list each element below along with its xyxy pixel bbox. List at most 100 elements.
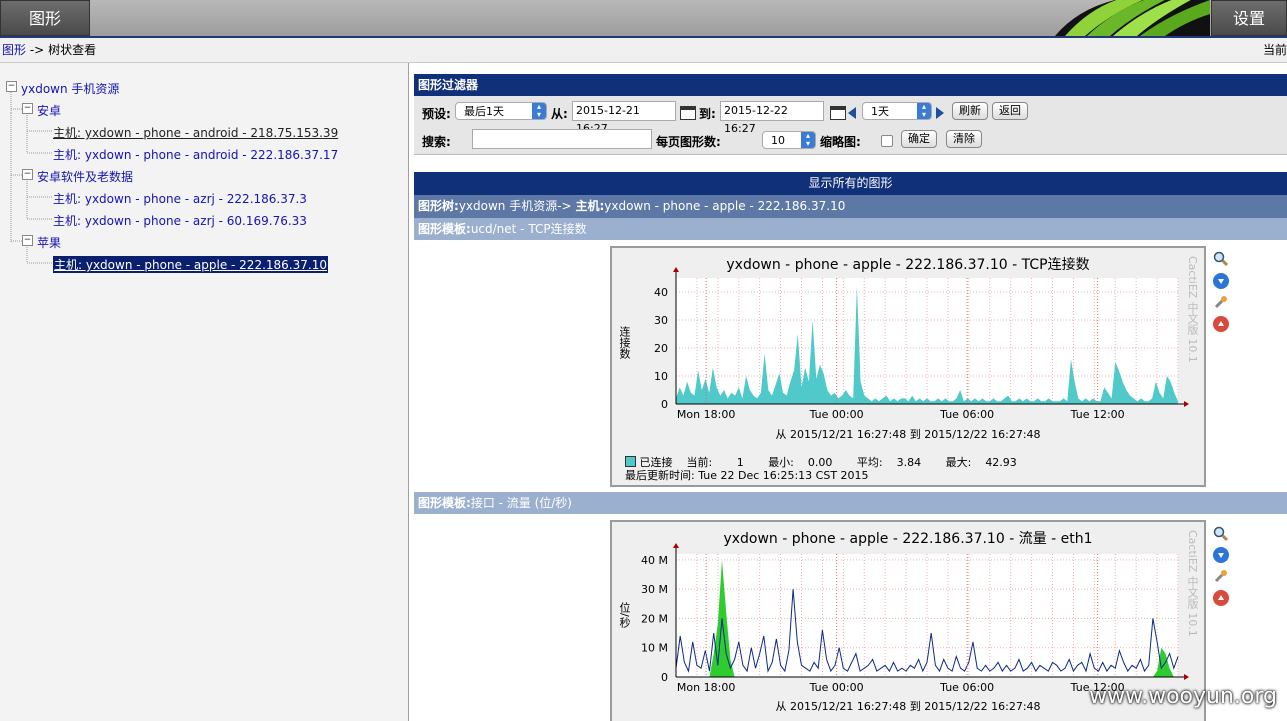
y-tick-label: 10 xyxy=(654,370,668,383)
tree-group-android[interactable]: 安卓 xyxy=(37,104,62,118)
download-icon[interactable] xyxy=(1213,547,1229,563)
chevron-updown-icon: ▴ ▾ xyxy=(917,103,931,119)
x-tick-label: Tue 06:00 xyxy=(939,408,994,421)
tree-group-apple[interactable]: 苹果 xyxy=(37,236,62,250)
x-tick-label: Tue 00:00 xyxy=(809,408,864,421)
template-value: ucd/net - TCP连接数 xyxy=(470,222,587,236)
tree-panel: − yxdown 手机资源 − 安卓 主机: yxdown - phone - … xyxy=(0,63,409,721)
y-axis-arrow xyxy=(673,543,679,548)
legend-name: 已连接 xyxy=(639,456,673,469)
legend-max-label: 最大: xyxy=(945,456,972,469)
legend-avg: 3.84 xyxy=(896,456,922,469)
graph-watermark: CactiEZ 中文版 10.1 xyxy=(1186,256,1199,363)
x-tick-label: Tue 00:00 xyxy=(809,681,864,694)
graph-tcp[interactable]: yxdown - phone - apple - 222.186.37.10 -… xyxy=(610,246,1206,487)
graph-tcp-plot: 0 10 20 30 40 Mon 18:00 Tue 00:00 Tue 06:00 Tue … xyxy=(654,267,1189,421)
template-value: 接口 - 流量 (位/秒) xyxy=(470,496,572,510)
ok-button[interactable]: 确定 xyxy=(901,130,937,148)
calendar-icon[interactable] xyxy=(830,106,846,120)
graph-tree-header: 图形树:yxdown 手机资源-> 主机:yxdown - phone - ap… xyxy=(414,195,1287,218)
tree-collapse-toggle[interactable]: − xyxy=(22,103,33,114)
x-axis-arrow xyxy=(1184,401,1189,407)
to-date-input[interactable]: 2015-12-22 16:27 xyxy=(720,101,824,135)
cacti-logo xyxy=(1025,0,1210,36)
x-tick-label: Tue 12:00 xyxy=(1070,681,1125,694)
series-line xyxy=(675,589,1179,673)
tree-header-value: yxdown 手机资源-> xyxy=(458,199,572,213)
search-label: 搜索: xyxy=(422,135,451,149)
chevron-updown-icon: ▴ ▾ xyxy=(801,132,815,148)
tree-collapse-toggle[interactable]: − xyxy=(22,235,33,246)
clear-button[interactable]: 清除 xyxy=(946,130,982,148)
shift-right-icon[interactable] xyxy=(936,107,944,119)
legend-cur-label: 当前: xyxy=(686,456,713,469)
y-tick-label: 30 M xyxy=(641,583,668,596)
upload-icon[interactable] xyxy=(1213,316,1229,332)
legend-avg-label: 平均: xyxy=(856,456,883,469)
tree-host-item[interactable]: 主机: yxdown - phone - azrj - 60.169.76.33 xyxy=(53,214,307,228)
zoom-icon[interactable] xyxy=(1213,526,1229,542)
thumbnail-checkbox[interactable] xyxy=(881,135,893,147)
template-label: 图形模板: xyxy=(418,222,471,236)
legend-min-label: 最小: xyxy=(768,456,794,469)
thumbnail-label: 缩略图: xyxy=(820,135,861,149)
chevron-updown-icon: ▴ ▾ xyxy=(532,103,546,119)
y-tick-label: 40 M xyxy=(641,554,668,567)
calendar-icon[interactable] xyxy=(680,106,696,120)
breadcrumb-current: 树状查看 xyxy=(48,43,97,57)
x-tick-label: Mon 18:00 xyxy=(677,681,735,694)
breadcrumb-separator: -> xyxy=(29,43,45,57)
y-tick-label: 0 xyxy=(661,671,668,684)
search-input[interactable] xyxy=(472,129,652,149)
per-page-value: 10 xyxy=(771,134,785,147)
from-label: 从: xyxy=(551,107,568,121)
host-header-value: yxdown - phone - apple - 222.186.37.10 xyxy=(604,199,846,213)
wrench-icon[interactable] xyxy=(1213,294,1229,310)
y-tick-label: 30 xyxy=(654,314,668,327)
breadcrumb-link-graphs[interactable]: 图形 xyxy=(2,43,27,57)
graph-y-label: 位/秒 xyxy=(618,602,631,628)
shift-left-icon[interactable] xyxy=(848,107,856,119)
tab-graphs[interactable]: 图形 xyxy=(0,0,90,36)
tree-group-android-software[interactable]: 安卓软件及老数据 xyxy=(37,170,134,184)
tree-collapse-toggle[interactable]: − xyxy=(22,169,33,180)
template-header: 图形模板:ucd/net - TCP连接数 xyxy=(414,218,1287,240)
graph-title: yxdown - phone - apple - 222.186.37.10 -… xyxy=(726,257,1090,273)
tree-host-item-selected[interactable]: 主机: yxdown - phone - apple - 222.186.37.… xyxy=(53,256,328,273)
legend-min: 0.00 xyxy=(807,456,833,469)
filter-header: 图形过滤器 xyxy=(414,74,1287,96)
graph-y-label: 连接数 xyxy=(618,326,631,359)
tree-host-item[interactable]: 主机: yxdown - phone - android - 218.75.15… xyxy=(53,126,339,140)
tree-collapse-toggle[interactable]: − xyxy=(6,81,17,92)
template-header: 图形模板:接口 - 流量 (位/秒) xyxy=(414,492,1287,514)
per-page-select[interactable]: 10 ▴ ▾ xyxy=(762,131,816,149)
timespan-select[interactable]: 1天 ▴ ▾ xyxy=(862,102,932,120)
refresh-button[interactable]: 刷新 xyxy=(952,102,988,120)
download-icon[interactable] xyxy=(1213,273,1229,289)
upload-icon[interactable] xyxy=(1213,590,1229,606)
template-label: 图形模板: xyxy=(418,496,471,510)
y-tick-label: 20 xyxy=(654,342,668,355)
display-all-header: 显示所有的图形 xyxy=(414,172,1287,195)
graph-range: 从 2015/12/21 16:27:48 到 2015/12/22 16:27… xyxy=(775,700,1041,713)
x-tick-label: Tue 06:00 xyxy=(939,681,994,694)
tab-settings[interactable]: 设置 xyxy=(1211,0,1287,36)
y-tick-label: 10 M xyxy=(641,642,668,655)
graph-watermark: CactiEZ 中文版 10.1 xyxy=(1186,530,1199,637)
zoom-icon[interactable] xyxy=(1213,251,1229,267)
tree-header-label: 图形树: xyxy=(418,199,459,213)
graph-traffic[interactable]: yxdown - phone - apple - 222.186.37.10 -… xyxy=(610,520,1206,721)
wrench-icon[interactable] xyxy=(1213,568,1229,584)
tree-root[interactable]: yxdown 手机资源 xyxy=(21,82,120,96)
series-area xyxy=(676,559,1178,677)
breadcrumb-right-text: 当前 xyxy=(1262,43,1287,57)
back-button[interactable]: 返回 xyxy=(992,102,1028,120)
tree-host-item[interactable]: 主机: yxdown - phone - azrj - 222.186.37.3 xyxy=(53,192,307,206)
graph-title: yxdown - phone - apple - 222.186.37.10 -… xyxy=(723,531,1093,547)
preset-label: 预设: xyxy=(422,107,451,121)
graph-traffic-plot: 0 10 M 20 M 30 M 40 M Mon 18:00 Tue 00:00 Tue 0… xyxy=(641,543,1189,694)
preset-select[interactable]: 最后1天 ▴ ▾ xyxy=(455,102,547,120)
tree-host-item[interactable]: 主机: yxdown - phone - android - 222.186.3… xyxy=(53,148,339,162)
graph-range: 从 2015/12/21 16:27:48 到 2015/12/22 16:27… xyxy=(775,428,1041,441)
from-date-input[interactable]: 2015-12-21 16:27 xyxy=(572,101,676,135)
